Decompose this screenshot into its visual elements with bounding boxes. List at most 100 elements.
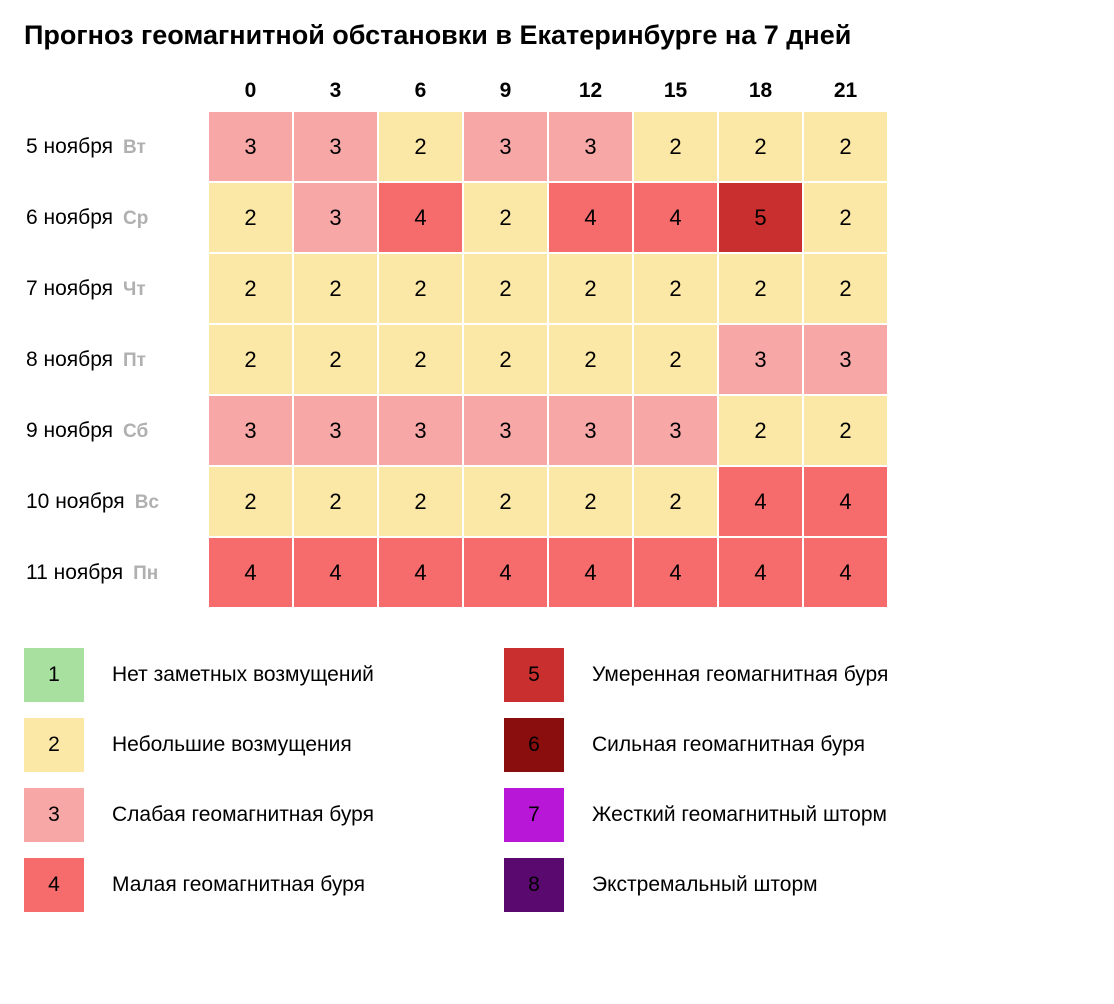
legend-swatch: 5 [504,648,564,702]
legend-item: 5 Умеренная геомагнитная буря [504,648,984,702]
day-weekday: Сб [123,421,148,443]
day-weekday: Вс [135,492,159,514]
heatmap-cell: 4 [718,466,803,537]
legend-item: 4 Малая геомагнитная буря [24,858,504,912]
legend-item: 1 Нет заметных возмущений [24,648,504,702]
heatmap-cell: 3 [718,324,803,395]
heatmap-cell: 2 [378,466,463,537]
legend-item: 7Жесткий геомагнитный шторм [504,788,984,842]
heatmap-cell: 2 [548,466,633,537]
heatmap-cell: 3 [548,111,633,182]
hour-header-cell: 15 [633,79,718,103]
heatmap-cells: 22222222 [208,253,888,324]
heatmap-cell: 2 [633,466,718,537]
heatmap-cell: 4 [718,537,803,608]
heatmap-cell: 3 [803,324,888,395]
legend-label: Экстремальный шторм [592,873,818,897]
heatmap-cell: 2 [293,466,378,537]
heatmap-cell: 3 [378,395,463,466]
heatmap-cell: 3 [208,111,293,182]
legend-label: Слабая геомагнитная буря [112,803,374,827]
day-weekday: Пн [133,563,158,585]
heatmap-cell: 2 [463,253,548,324]
day-label: 11 ноября Пн [24,561,208,585]
heatmap-cell: 3 [293,395,378,466]
heatmap-cell: 4 [293,537,378,608]
legend-swatch: 7 [504,788,564,842]
hour-header-cell: 0 [208,79,293,103]
heatmap-cell: 2 [208,253,293,324]
heatmap-cell: 3 [293,182,378,253]
heatmap-cell: 5 [718,182,803,253]
heatmap-cell: 4 [378,182,463,253]
hour-header-cell: 21 [803,79,888,103]
day-date: 5 ноября [26,135,113,159]
heatmap-cell: 4 [803,466,888,537]
day-date: 11 ноября [26,561,123,585]
heatmap-cell: 2 [463,466,548,537]
heatmap-cell: 2 [548,324,633,395]
heatmap-cell: 2 [803,253,888,324]
legend-swatch: 6 [504,718,564,772]
day-weekday: Ср [123,208,148,230]
heatmap-cell: 4 [463,537,548,608]
day-date: 7 ноября [26,277,113,301]
heatmap-cells: 22222244 [208,466,888,537]
legend-item: 2 Небольшие возмущения [24,718,504,772]
legend-item: 3Слабая геомагнитная буря [24,788,504,842]
heatmap-cell: 4 [633,182,718,253]
heatmap-cell: 4 [633,537,718,608]
heatmap-cells: 22222233 [208,324,888,395]
day-weekday: Чт [123,279,146,301]
heatmap-cell: 4 [548,537,633,608]
heatmap-cell: 3 [293,111,378,182]
heatmap-cell: 4 [208,537,293,608]
heatmap-cell: 3 [548,395,633,466]
heatmap-cell: 2 [293,324,378,395]
heatmap-cell: 3 [208,395,293,466]
heatmap-row: 8 ноябряПт22222233 [24,324,1090,395]
day-label: 5 ноября Вт [24,135,208,159]
heatmap-row: 9 ноябряСб33333322 [24,395,1090,466]
legend-label: Небольшие возмущения [112,733,352,757]
heatmap-cell: 2 [718,395,803,466]
day-weekday: Вт [123,137,146,159]
legend-label: Нет заметных возмущений [112,663,374,687]
heatmap-cell: 2 [208,466,293,537]
legend-item: 6Сильная геомагнитная буря [504,718,984,772]
legend: 1 Нет заметных возмущений 5 Умеренная геома… [24,648,984,912]
legend-swatch: 4 [24,858,84,912]
legend-label: Малая геомагнитная буря [112,873,365,897]
heatmap-cell: 4 [378,537,463,608]
heatmap-cell: 2 [378,111,463,182]
heatmap-row: 5 ноябряВт33233222 [24,111,1090,182]
heatmap-cells: 33233222 [208,111,888,182]
heatmap-cell: 2 [803,395,888,466]
day-label: 9 ноября Сб [24,419,208,443]
heatmap-cell: 2 [633,111,718,182]
legend-swatch: 2 [24,718,84,772]
hour-header-cell: 12 [548,79,633,103]
heatmap-row: 7 ноября Чт 22222222 [24,253,1090,324]
heatmap-cells: 33333322 [208,395,888,466]
heatmap-cell: 2 [208,324,293,395]
day-date: 9 ноября [26,419,113,443]
heatmap-cell: 2 [463,182,548,253]
hour-header-cell: 6 [378,79,463,103]
legend-swatch: 8 [504,858,564,912]
heatmap-grid: 036912151821 5 ноябряВт332332226 ноябряС… [24,79,1090,608]
heatmap-cell: 2 [803,111,888,182]
heatmap-cell: 2 [293,253,378,324]
heatmap-cell: 2 [548,253,633,324]
legend-label: Умеренная геомагнитная буря [592,663,888,687]
day-label: 7 ноября Чт [24,277,208,301]
heatmap-cell: 3 [463,395,548,466]
heatmap-row: 10 ноябряВс22222244 [24,466,1090,537]
heatmap-cell: 2 [208,182,293,253]
legend-swatch: 1 [24,648,84,702]
heatmap-row: 6 ноябряСр23424452 [24,182,1090,253]
heatmap-cell: 2 [718,253,803,324]
day-label: 8 ноябряПт [24,348,208,372]
day-date: 10 ноября [26,490,125,514]
heatmap-row: 11 ноябряПн44444444 [24,537,1090,608]
